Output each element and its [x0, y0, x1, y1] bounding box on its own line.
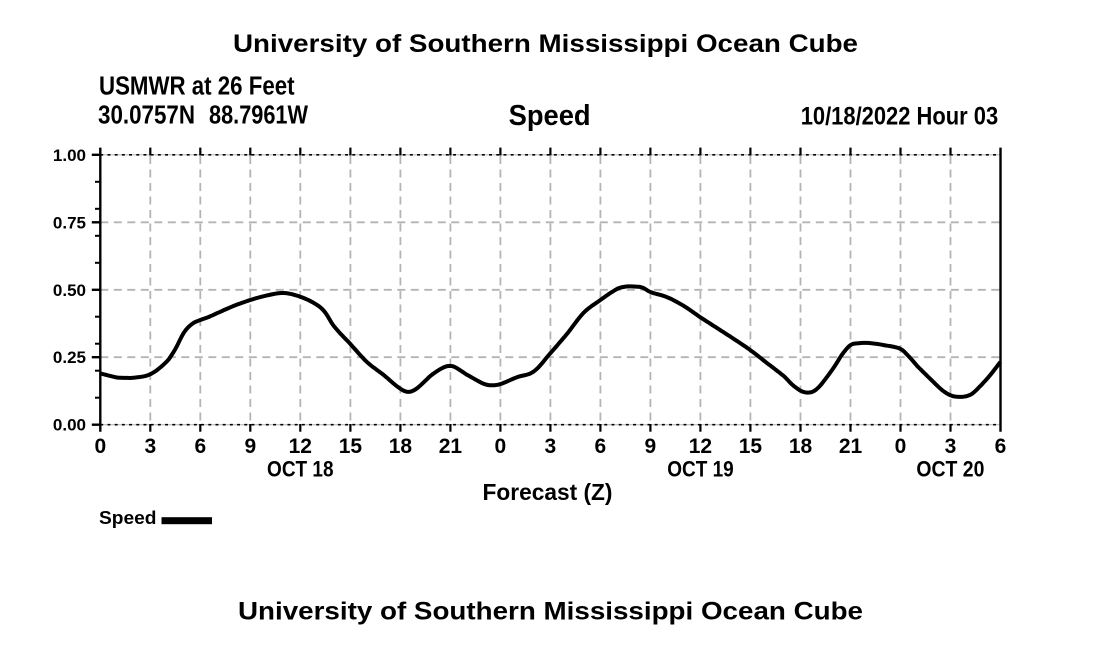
- svg-text:University of Southern Mississ: University of Southern Mississippi Ocean…: [238, 597, 863, 625]
- svg-text:0.25: 0.25: [53, 348, 86, 367]
- svg-text:12: 12: [689, 435, 712, 458]
- svg-text:21: 21: [439, 435, 463, 458]
- svg-text:88.7961W: 88.7961W: [209, 102, 309, 130]
- svg-text:6: 6: [194, 435, 206, 458]
- svg-text:3: 3: [144, 435, 156, 458]
- svg-text:10/18/2022 Hour 03: 10/18/2022 Hour 03: [801, 103, 999, 131]
- svg-text:USMWR at 26 Feet: USMWR at 26 Feet: [99, 73, 295, 101]
- svg-text:1.00: 1.00: [53, 146, 86, 165]
- svg-text:0.00: 0.00: [53, 416, 86, 435]
- svg-text:30.0757N: 30.0757N: [98, 102, 195, 130]
- svg-text:Speed: Speed: [509, 100, 591, 132]
- svg-text:OCT 19: OCT 19: [667, 456, 734, 481]
- svg-text:3: 3: [945, 435, 957, 458]
- svg-text:6: 6: [995, 435, 1007, 458]
- svg-text:Forecast (Z): Forecast (Z): [483, 479, 613, 505]
- svg-text:0: 0: [895, 435, 907, 458]
- svg-text:0: 0: [94, 435, 106, 458]
- svg-text:0: 0: [495, 435, 507, 458]
- svg-text:9: 9: [244, 435, 256, 458]
- svg-text:0.75: 0.75: [53, 213, 86, 232]
- svg-text:OCT 18: OCT 18: [267, 456, 334, 481]
- svg-text:15: 15: [339, 435, 363, 458]
- svg-text:University of Southern Mississ: University of Southern Mississippi Ocean…: [233, 30, 858, 58]
- svg-text:6: 6: [595, 435, 607, 458]
- svg-text:12: 12: [289, 435, 312, 458]
- svg-text:18: 18: [389, 435, 413, 458]
- svg-text:18: 18: [789, 435, 813, 458]
- svg-text:OCT 20: OCT 20: [916, 456, 984, 481]
- svg-text:9: 9: [645, 435, 657, 458]
- svg-text:0.50: 0.50: [53, 281, 86, 300]
- svg-text:3: 3: [545, 435, 557, 458]
- svg-text:21: 21: [839, 435, 863, 458]
- svg-text:15: 15: [739, 435, 763, 458]
- svg-text:Speed: Speed: [99, 507, 157, 528]
